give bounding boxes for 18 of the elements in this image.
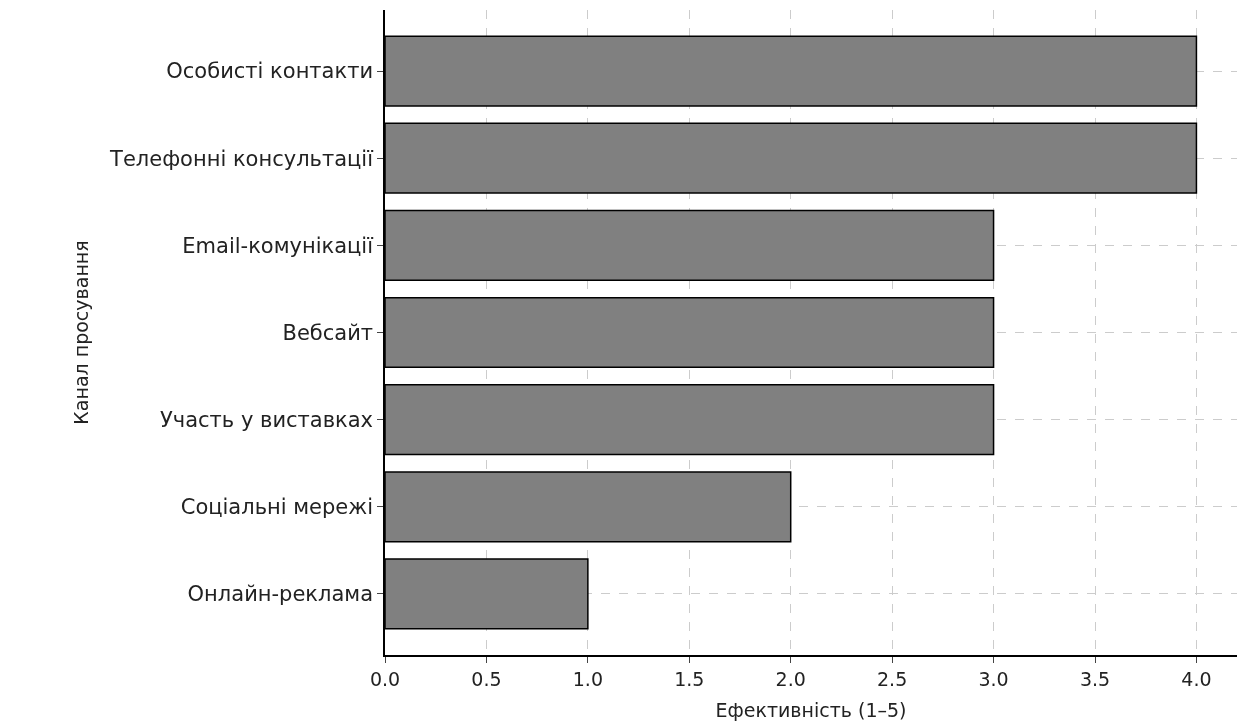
x-tick-label: 3.5 <box>1079 667 1111 690</box>
y-tick-label: Участь у виставках <box>160 408 374 433</box>
x-tick-label: 4.0 <box>1181 667 1212 690</box>
x-tick-label: 2.0 <box>775 667 806 690</box>
x-tick-label: 0.5 <box>471 667 502 690</box>
y-tick-label: Особисті контакти <box>166 59 374 84</box>
y-axis-title: Канал просування <box>70 240 93 425</box>
x-tick-label: 1.0 <box>572 667 603 690</box>
x-tick-label: 3.0 <box>978 667 1009 690</box>
y-tick-label: Телефонні консультації <box>109 146 374 171</box>
x-tick-label: 0.0 <box>369 667 401 690</box>
y-tick-label: Онлайн-реклама <box>187 582 374 607</box>
y-tick-label: Соціальні мережі <box>180 495 374 520</box>
y-tick-label: Вебсайт <box>282 320 374 345</box>
y-tick-label: Email-комунікації <box>182 233 374 258</box>
x-tick-label: 1.5 <box>674 667 705 690</box>
x-axis-title: Ефективність (1–5) <box>715 698 907 721</box>
x-tick-label: 2.5 <box>877 667 908 690</box>
